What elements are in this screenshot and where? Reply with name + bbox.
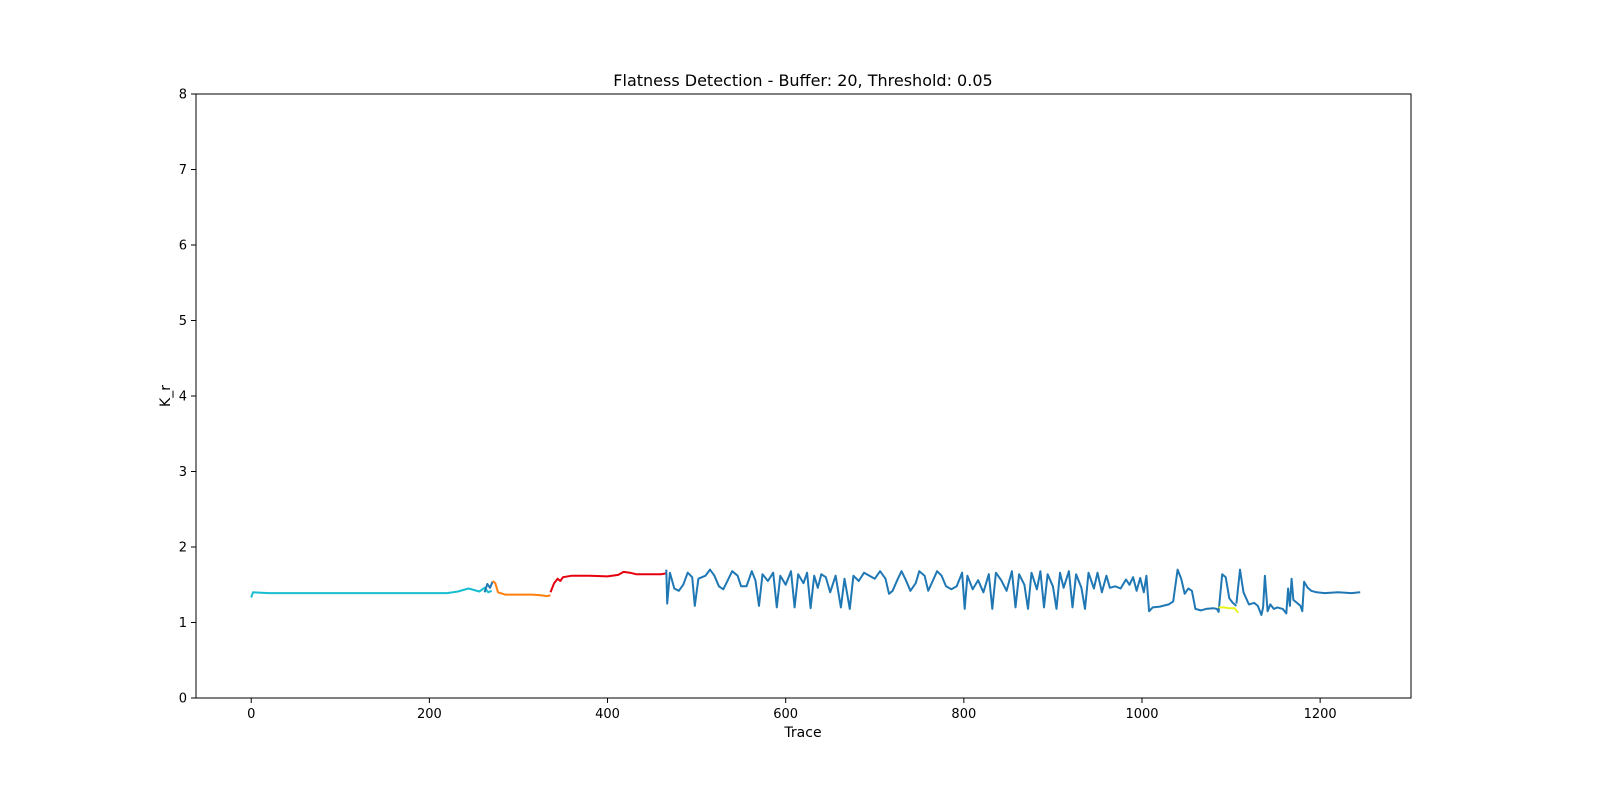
y-tick-label: 1 [179, 616, 187, 631]
x-tick-label: 400 [595, 707, 620, 722]
x-tick-label: 1000 [1125, 707, 1158, 722]
y-tick-label: 8 [179, 88, 187, 103]
x-axis: 0 200 400 600 800 1000 1200 [247, 698, 1337, 722]
series-line-4 [549, 570, 667, 593]
x-axis-label: Trace [783, 725, 821, 741]
x-tick-label: 800 [951, 707, 976, 722]
series-line-5 [665, 568, 1238, 613]
x-tick-label: 200 [417, 707, 442, 722]
x-tick-label: 1200 [1304, 707, 1337, 722]
series-line-7 [1235, 568, 1361, 616]
y-tick-label: 3 [179, 465, 187, 480]
y-axis-label: K_r [158, 385, 174, 407]
series-line-2 [483, 581, 494, 593]
y-tick-label: 4 [179, 390, 187, 405]
y-tick-label: 0 [179, 692, 187, 707]
y-tick-label: 5 [179, 314, 187, 329]
chart-title: Flatness Detection - Buffer: 20, Thresho… [613, 71, 992, 90]
y-tick-label: 6 [179, 239, 187, 254]
series-line-3 [491, 580, 551, 598]
y-axis: 0 1 2 3 4 5 6 7 8 [179, 88, 196, 707]
y-tick-label: 7 [179, 163, 187, 178]
y-tick-label: 2 [179, 541, 187, 556]
series-line-6 [1218, 606, 1239, 614]
series-layer [250, 568, 1361, 616]
x-tick-label: 600 [773, 707, 798, 722]
series-line-1 [250, 586, 493, 598]
x-tick-label: 0 [247, 707, 255, 722]
